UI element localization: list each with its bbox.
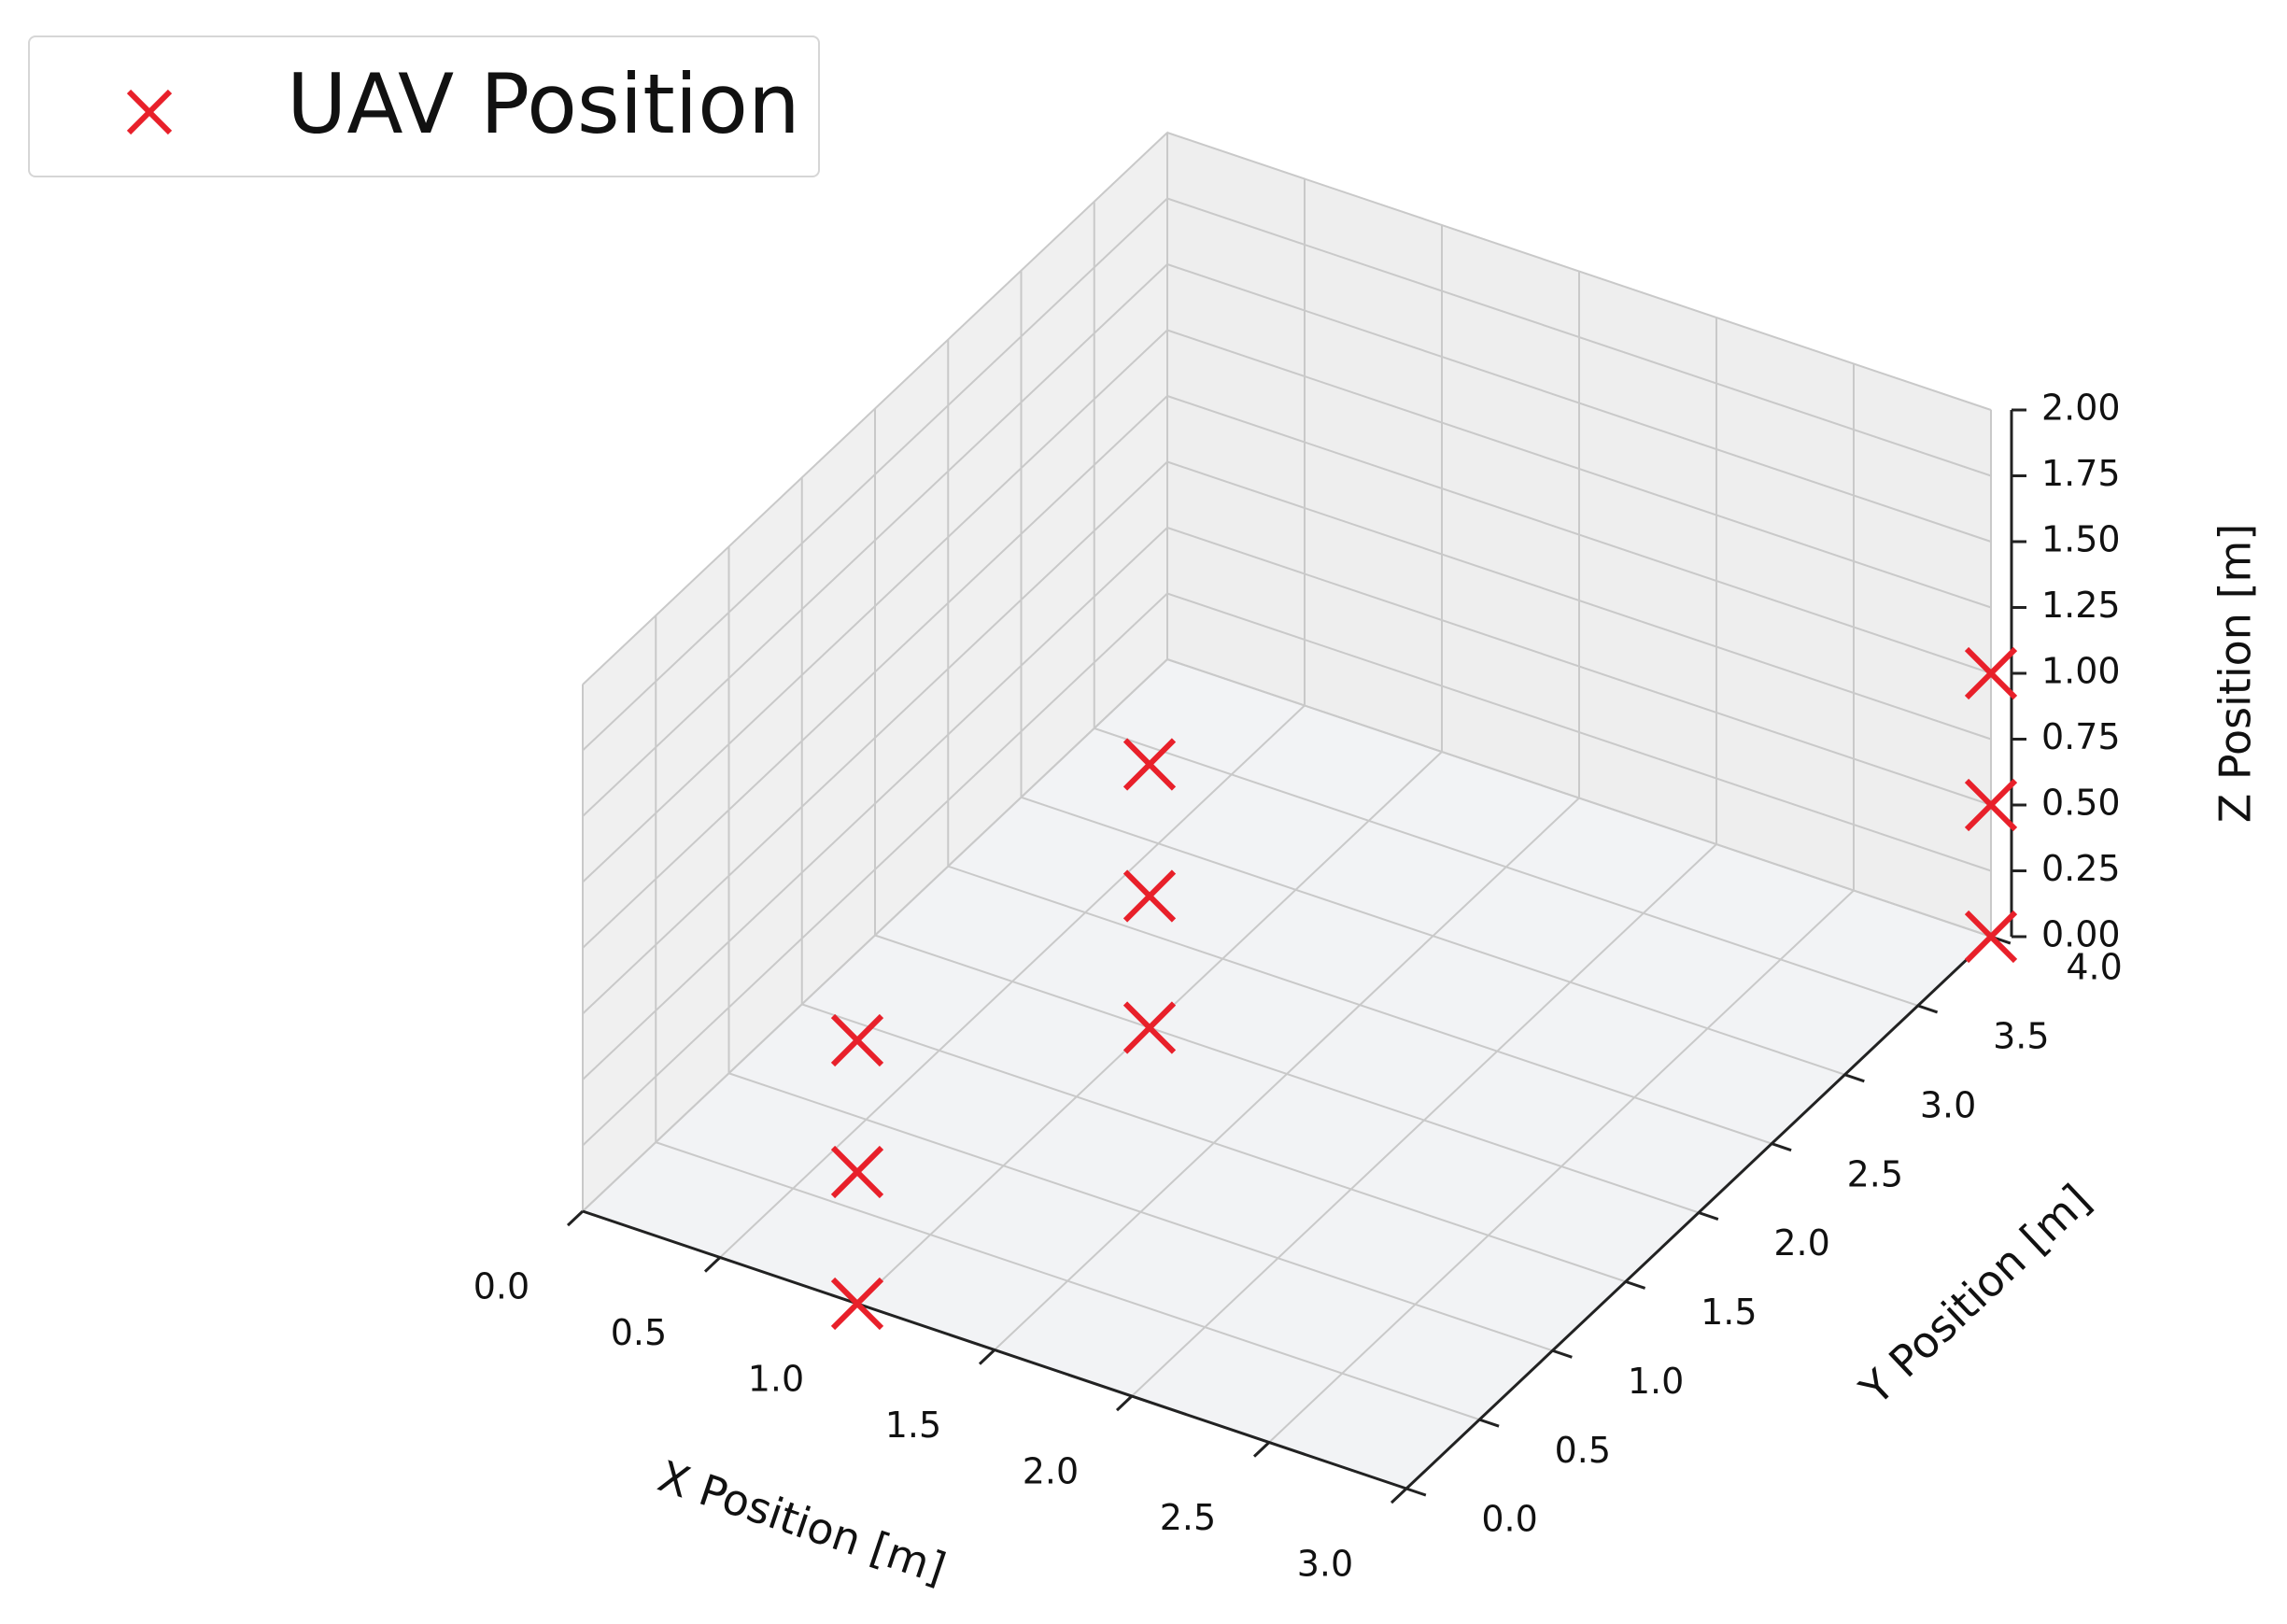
gridlines <box>582 132 1992 1490</box>
y-tick <box>1917 1004 1939 1014</box>
data-point <box>1122 869 1177 923</box>
y-tick-label: 3.0 <box>1920 1084 1976 1125</box>
z-gridline <box>582 658 1168 1212</box>
x-tick-label: 1.0 <box>748 1359 804 1400</box>
z-tick-label: 1.00 <box>2041 651 2121 692</box>
x-tick-label: 3.0 <box>1297 1544 1353 1585</box>
data-point-stroke <box>1964 910 2018 964</box>
z-gridline <box>1166 329 1992 609</box>
data-point-stroke <box>830 1013 884 1067</box>
data-point-stroke <box>830 1145 884 1199</box>
data-point <box>1964 646 2018 700</box>
y-tick-label: 0.5 <box>1555 1430 1611 1471</box>
y-tick-label: 0.0 <box>1481 1499 1537 1540</box>
x-tick <box>703 1256 722 1273</box>
y-tick-label: 1.0 <box>1628 1361 1684 1402</box>
legend: UAV Position <box>28 35 820 177</box>
z-tick-label: 0.50 <box>2041 783 2121 824</box>
x-axis-title: X Position [m] <box>652 1450 952 1593</box>
x-tick <box>978 1349 996 1365</box>
z-gridline <box>1166 197 1992 477</box>
z-axis-title: Z Position [m] <box>2210 524 2261 824</box>
data-point <box>830 1145 884 1199</box>
z-gridline <box>1166 527 1992 806</box>
y-gridline <box>1021 796 1845 1076</box>
data-point-stroke <box>1122 738 1177 791</box>
z-gridline <box>582 395 1168 949</box>
x-tick-label: 2.0 <box>1023 1451 1079 1492</box>
x-tick-label: 0.0 <box>473 1266 529 1307</box>
z-gridline <box>582 592 1168 1147</box>
x-tick <box>1390 1487 1408 1504</box>
z-gridline <box>582 197 1168 752</box>
y-tick-label: 1.5 <box>1701 1292 1757 1333</box>
z-tick-label: 2.00 <box>2041 388 2121 429</box>
z-tick-label: 1.25 <box>2041 585 2121 626</box>
data-point <box>1964 778 2018 832</box>
z-gridline <box>1166 263 1992 543</box>
x-tick <box>566 1209 585 1227</box>
y-tick-label: 2.5 <box>1847 1153 1903 1194</box>
x-tick-label: 2.5 <box>1160 1497 1216 1538</box>
data-point <box>1122 738 1177 791</box>
y-gridline <box>947 865 1772 1145</box>
z-gridline <box>582 329 1168 883</box>
y-tick <box>1552 1349 1573 1359</box>
y-gridline <box>801 1003 1627 1283</box>
z-gridline <box>582 263 1168 817</box>
data-point-stroke <box>830 1277 884 1331</box>
z-gridline <box>1166 132 1992 411</box>
data-point <box>1964 910 2018 964</box>
y-tick <box>1698 1211 1719 1221</box>
z-tick-label: 0.00 <box>2041 914 2121 955</box>
y-axis-title: Y Position [m] <box>1850 1175 2100 1416</box>
z-gridline <box>1166 460 1992 741</box>
y-tick-label: 4.0 <box>2066 947 2122 988</box>
z-gridline <box>1166 395 1992 674</box>
x-tick <box>1252 1441 1271 1458</box>
y-tick <box>1478 1418 1500 1428</box>
y-gridline <box>728 1072 1553 1352</box>
y-tick <box>1844 1073 1865 1083</box>
data-point <box>830 1277 884 1331</box>
data-point-stroke <box>1964 646 2018 700</box>
z-gridline <box>582 460 1168 1015</box>
z-tick-label: 0.25 <box>2041 848 2121 889</box>
y-tick <box>1405 1487 1427 1497</box>
y-gridline <box>1094 727 1919 1007</box>
y-gridline <box>874 934 1700 1214</box>
y-tick <box>1771 1142 1792 1152</box>
z-gridline <box>582 527 1168 1080</box>
legend-x-marker-icon <box>126 89 173 135</box>
data-point-stroke <box>1122 1001 1177 1054</box>
data-point <box>830 1013 884 1067</box>
y-gridline <box>655 1141 1480 1421</box>
y-tick-label: 2.0 <box>1773 1222 1829 1264</box>
data-point-stroke <box>1122 869 1177 923</box>
data-point <box>1122 1001 1177 1054</box>
y-tick-label: 3.5 <box>1993 1016 2049 1057</box>
z-gridline <box>582 132 1168 685</box>
y-tick <box>1625 1279 1646 1290</box>
legend-label: UAV Position <box>287 56 800 152</box>
x-tick <box>1115 1394 1134 1412</box>
z-gridline <box>1166 592 1992 872</box>
z-tick-label: 0.75 <box>2041 716 2121 757</box>
z-gridline <box>1166 658 1992 938</box>
z-tick-label: 1.75 <box>2041 453 2121 494</box>
data-point-stroke <box>1964 778 2018 832</box>
z-tick-label: 1.50 <box>2041 519 2121 560</box>
x-tick-label: 0.5 <box>611 1312 667 1353</box>
x-tick-label: 1.5 <box>885 1405 941 1446</box>
